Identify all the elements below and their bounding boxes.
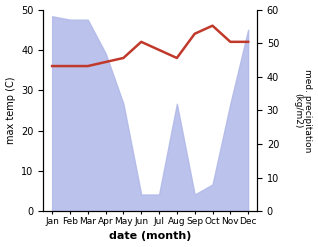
Y-axis label: max temp (C): max temp (C)	[5, 77, 16, 144]
Y-axis label: med. precipitation
(kg/m2): med. precipitation (kg/m2)	[293, 69, 313, 152]
X-axis label: date (month): date (month)	[109, 231, 191, 242]
